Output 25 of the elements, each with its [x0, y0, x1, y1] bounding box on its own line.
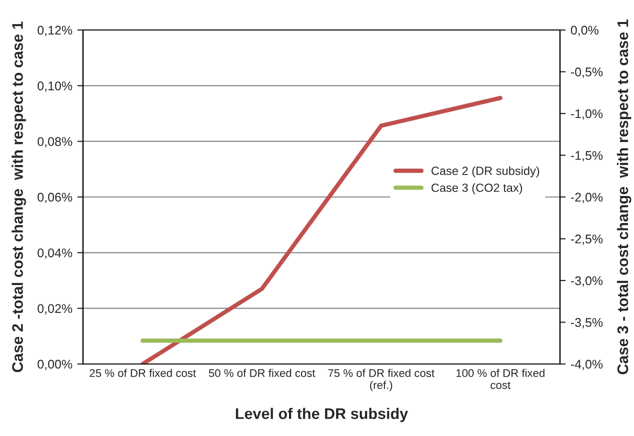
- y2-tick-label: -3,5%: [570, 318, 603, 328]
- x-tick-label: 25 % of DR fixed cost: [90, 368, 196, 378]
- y2-tick-label: -2,0%: [570, 192, 603, 204]
- y2-tick-label: -1,0%: [570, 109, 603, 120]
- y2-tick-label: -0,5%: [570, 68, 603, 78]
- y2-tick-label: -1,5%: [570, 151, 603, 162]
- y-tick-label: 0,10%: [38, 81, 72, 92]
- x-axis-title: Level of the DR subsidy: [236, 408, 408, 422]
- x-tick-label: 100 % of DR fixed cost: [456, 368, 544, 389]
- y2-tick-label: -3,0%: [570, 276, 603, 287]
- x-tick-label: 50 % of DR fixed cost: [208, 368, 316, 378]
- y-tick-label: 0,12%: [38, 26, 72, 36]
- y2-tick-label: -2,5%: [570, 234, 603, 245]
- y-tick-label: 0,06%: [38, 192, 72, 204]
- y-tick-label: 0,00%: [38, 360, 72, 370]
- x-tick-label: 75 % of DR fixed cost (ref.): [328, 368, 434, 392]
- legend-label: Case 2 (DR subsidy): [432, 166, 540, 178]
- y2-tick-label: 0,0%: [570, 26, 598, 36]
- legend-label: Case 3 (CO2 tax): [432, 183, 522, 194]
- y2-axis-title: Case 3 - total cost change with respect to case 1: [616, 20, 632, 374]
- y2-tick-label: -4,0%: [570, 360, 603, 370]
- y-axis-title: Case 2 -total cost change with respect to case 1: [12, 22, 26, 372]
- y-tick-label: 0,02%: [38, 304, 72, 314]
- y-tick-label: 0,08%: [38, 137, 72, 148]
- y-tick-label: 0,04%: [38, 248, 72, 259]
